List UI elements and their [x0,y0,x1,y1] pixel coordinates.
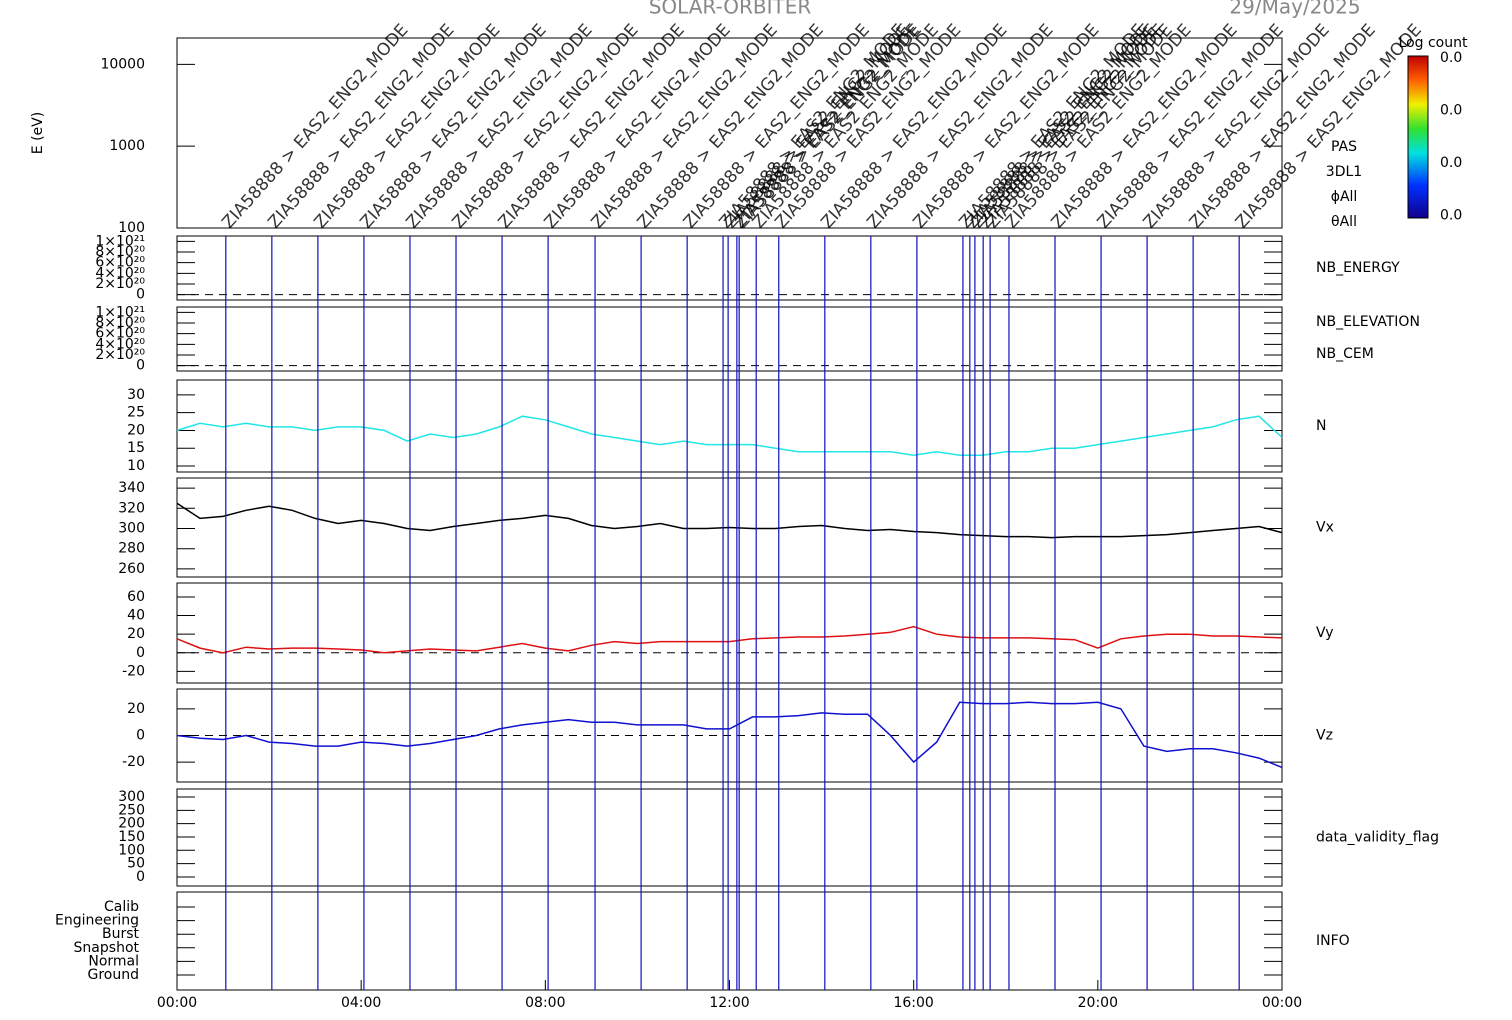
y-tick-label: 20 [127,701,145,717]
y-tick-label: 6×10²⁰ [95,255,145,271]
y-axis-label: E (eV) [30,112,46,154]
y-tick-label: 0 [136,645,145,661]
series-line [176,625,1283,654]
y-tick-label: 50 [127,856,145,872]
colorbar-tick-label: 0.0 [1440,208,1462,224]
series-label: Vy [1316,625,1334,641]
y-tick-label: 320 [118,500,145,516]
y-tick-label: 0 [136,287,145,303]
y-tick-label: 15 [127,440,145,456]
category-label: Ground [88,967,140,983]
series-line [176,415,1283,457]
y-tick-label: 10 [127,458,145,474]
series-label: Vz [1316,728,1333,744]
panel-label: θAll [1331,214,1357,230]
colorbar-tick-label: 0.0 [1440,50,1462,66]
y-tick-label: 150 [118,829,145,845]
y-tick-label: 0 [136,869,145,885]
panel-label: ϕAll [1331,189,1358,205]
y-tick-label: 0 [136,728,145,744]
y-tick-label: 4×10²⁰ [95,336,145,352]
panel-frame [176,582,1283,684]
colorbar-label: Log count [1399,35,1468,51]
y-tick-label: 4×10²⁰ [95,265,145,281]
y-tick-label: 300 [118,789,145,805]
y-tick-label: 250 [118,802,145,818]
panel-frame [176,306,1283,372]
y-tick-label: -20 [122,663,145,679]
y-tick-label: 20 [127,626,145,642]
y-tick-label: 100 [118,842,145,858]
x-tick-label: 00:00 [1262,995,1302,1011]
panel-label: 3DL1 [1326,164,1362,180]
y-tick-label: 200 [118,816,145,832]
series-line [176,701,1283,769]
y-tick-label: 30 [127,387,145,403]
colorbar-tick-label: 0.0 [1440,103,1462,119]
y-tick-label: 25 [127,405,145,421]
y-tick-label: 340 [118,480,145,496]
panel-frame [176,37,1283,229]
y-tick-label: 6×10²⁰ [95,326,145,342]
y-tick-label: 1×10²¹ [95,233,145,249]
x-tick-label: 04:00 [341,995,381,1011]
panel-frame [176,891,1283,991]
category-label: Burst [102,926,140,942]
panel-label: NB_CEM [1316,346,1374,362]
panel-frame [176,235,1283,301]
chart-subtitle: 29/May/2025 [1229,0,1360,19]
panel-frame [176,788,1283,887]
x-tick-label: 00:00 [157,995,197,1011]
colorbar-tick-label: 0.0 [1440,155,1462,171]
category-label: Calib [104,899,139,915]
y-tick-label: 1×10²¹ [95,304,145,320]
y-tick-label: 2×10²⁰ [95,276,145,292]
panel-label: INFO [1316,933,1350,949]
y-tick-label: 0 [136,358,145,374]
y-tick-label: 260 [118,561,145,577]
y-tick-label: 60 [127,589,145,605]
y-tick-label: 300 [118,521,145,537]
panel-label: PAS [1331,139,1357,155]
y-tick-label: 100 [118,220,145,236]
panel-label: data_validity_flag [1316,830,1439,846]
panel-frame [176,477,1283,578]
y-tick-label: 10000 [100,56,145,72]
chart-title: SOLAR-ORBITER [649,0,812,19]
y-tick-label: 1000 [109,138,145,154]
x-tick-label: 20:00 [1078,995,1118,1011]
y-tick-label: 40 [127,608,145,624]
series-label: N [1316,418,1326,434]
series-label: Vx [1316,520,1334,536]
category-label: Snapshot [74,940,140,956]
x-tick-label: 12:00 [709,995,749,1011]
category-label: Engineering [55,913,139,929]
series-line [176,502,1283,539]
panel-label: NB_ENERGY [1316,260,1400,276]
colorbar [1407,55,1429,219]
panel-label: NB_ELEVATION [1316,314,1420,330]
y-tick-label: 8×10²⁰ [95,315,145,331]
x-tick-label: 08:00 [525,995,565,1011]
y-tick-label: 2×10²⁰ [95,347,145,363]
y-tick-label: 8×10²⁰ [95,244,145,260]
category-label: Normal [88,953,139,969]
x-tick-label: 16:00 [893,995,933,1011]
y-tick-label: -20 [122,754,145,770]
y-tick-label: 280 [118,541,145,557]
y-tick-label: 20 [127,422,145,438]
panel-frame [176,379,1283,473]
